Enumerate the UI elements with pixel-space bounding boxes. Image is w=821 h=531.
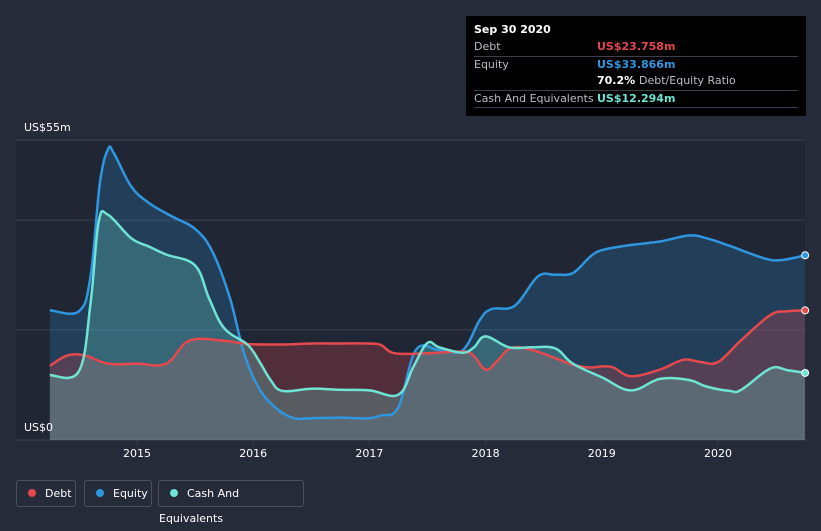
x-tick-label-2017: 2017 <box>355 447 383 460</box>
equity-legend-dot-icon <box>96 489 104 497</box>
tooltip-ratio-value: 70.2% <box>597 74 636 87</box>
tooltip-cash-row: Cash And Equivalents US$12.294m <box>474 91 798 108</box>
equity-end-point <box>801 251 810 260</box>
x-tick-label-2020: 2020 <box>704 447 732 460</box>
y-axis-bottom-label: US$0 <box>24 421 54 434</box>
tooltip-debt-row: Debt US$23.758m <box>474 39 798 57</box>
tooltip-ratio-label: Debt/Equity Ratio <box>639 74 736 87</box>
debt-end-point <box>801 306 810 315</box>
cash-area <box>49 211 806 440</box>
legend-debt[interactable]: Debt <box>16 480 76 507</box>
cash-line <box>49 209 806 398</box>
legend-equity-label: Equity <box>113 487 148 500</box>
x-tick-label-2015: 2015 <box>123 447 151 460</box>
tooltip-debt-value: US$23.758m <box>597 40 676 53</box>
tooltip-cash-label: Cash And Equivalents <box>474 91 594 105</box>
debt-line <box>49 309 806 378</box>
chart-tooltip: Sep 30 2020 Debt US$23.758m Equity US$33… <box>466 16 806 116</box>
debt-area <box>49 310 806 440</box>
tooltip-date: Sep 30 2020 <box>474 23 551 36</box>
tooltip-equity-value: US$33.866m <box>597 57 676 71</box>
x-tick-label-2019: 2019 <box>588 447 616 460</box>
legend-debt-label: Debt <box>45 487 72 500</box>
x-tick-label-2016: 2016 <box>239 447 267 460</box>
tooltip-equity-label: Equity <box>474 57 509 71</box>
tooltip-cash-value: US$12.294m <box>597 91 676 105</box>
equity-line <box>49 145 806 421</box>
legend-cash[interactable]: Cash And Equivalents <box>158 480 304 525</box>
y-axis-top-label: US$55m <box>24 121 71 134</box>
tooltip-ratio-row: 70.2% Debt/Equity Ratio <box>474 73 798 91</box>
tooltip-ratio: 70.2% Debt/Equity Ratio <box>597 73 736 89</box>
tooltip-debt-label: Debt <box>474 40 501 53</box>
cash-legend-dot-icon <box>170 489 178 497</box>
legend-equity[interactable]: Equity <box>84 480 152 507</box>
cash-end-point <box>801 368 810 377</box>
tooltip-equity-row: Equity US$33.866m <box>474 57 798 74</box>
debt-legend-dot-icon <box>28 489 36 497</box>
plot-shade <box>16 140 805 440</box>
x-tick-label-2018: 2018 <box>472 447 500 460</box>
legend-cash-label: Cash And Equivalents <box>159 487 240 525</box>
equity-area <box>49 146 806 440</box>
